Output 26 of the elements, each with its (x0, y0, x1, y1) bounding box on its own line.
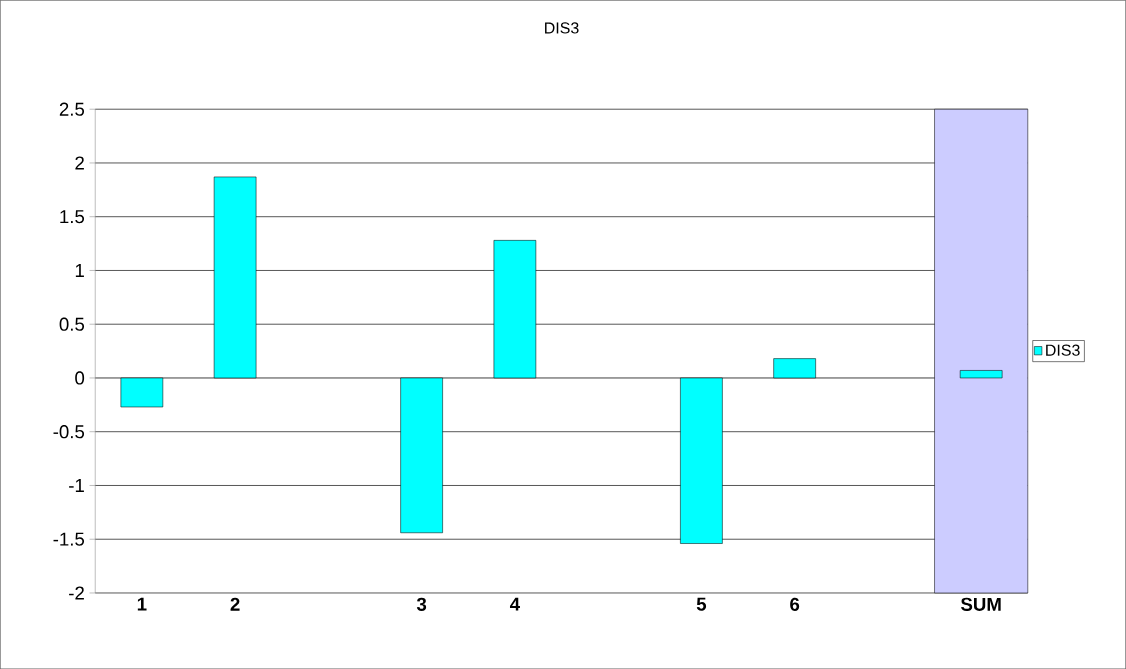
x-tick-label: 3 (416, 597, 427, 611)
x-tick-label: 6 (790, 597, 800, 611)
bar (773, 358, 816, 379)
bar (680, 377, 723, 544)
y-tick-label: -1 (69, 478, 84, 492)
y-tick-label: 2 (75, 156, 84, 170)
chart-title: DIS3 (545, 22, 579, 34)
x-tick-label: 1 (137, 597, 147, 611)
y-tick-label: -2 (69, 586, 84, 600)
bar (213, 176, 257, 379)
bar (959, 370, 1003, 379)
y-tick-label: -1.5 (53, 532, 85, 546)
y-tick-label: 0 (75, 371, 85, 385)
y-tick-label: -0.5 (53, 425, 85, 439)
x-tick-label: 5 (696, 597, 707, 611)
x-tick-label: SUM (960, 597, 1001, 611)
legend-label: DIS3 (1046, 344, 1080, 356)
y-tick-label: 1 (75, 263, 84, 277)
x-tick-label: 2 (230, 597, 240, 611)
y-tick-label: 1.5 (60, 210, 85, 224)
x-tick-label: 4 (509, 597, 520, 611)
bar (120, 377, 164, 408)
y-tick-label: 2.5 (59, 102, 85, 116)
bar (400, 377, 443, 533)
bar (493, 240, 537, 379)
y-tick-label: 0.5 (59, 317, 85, 331)
